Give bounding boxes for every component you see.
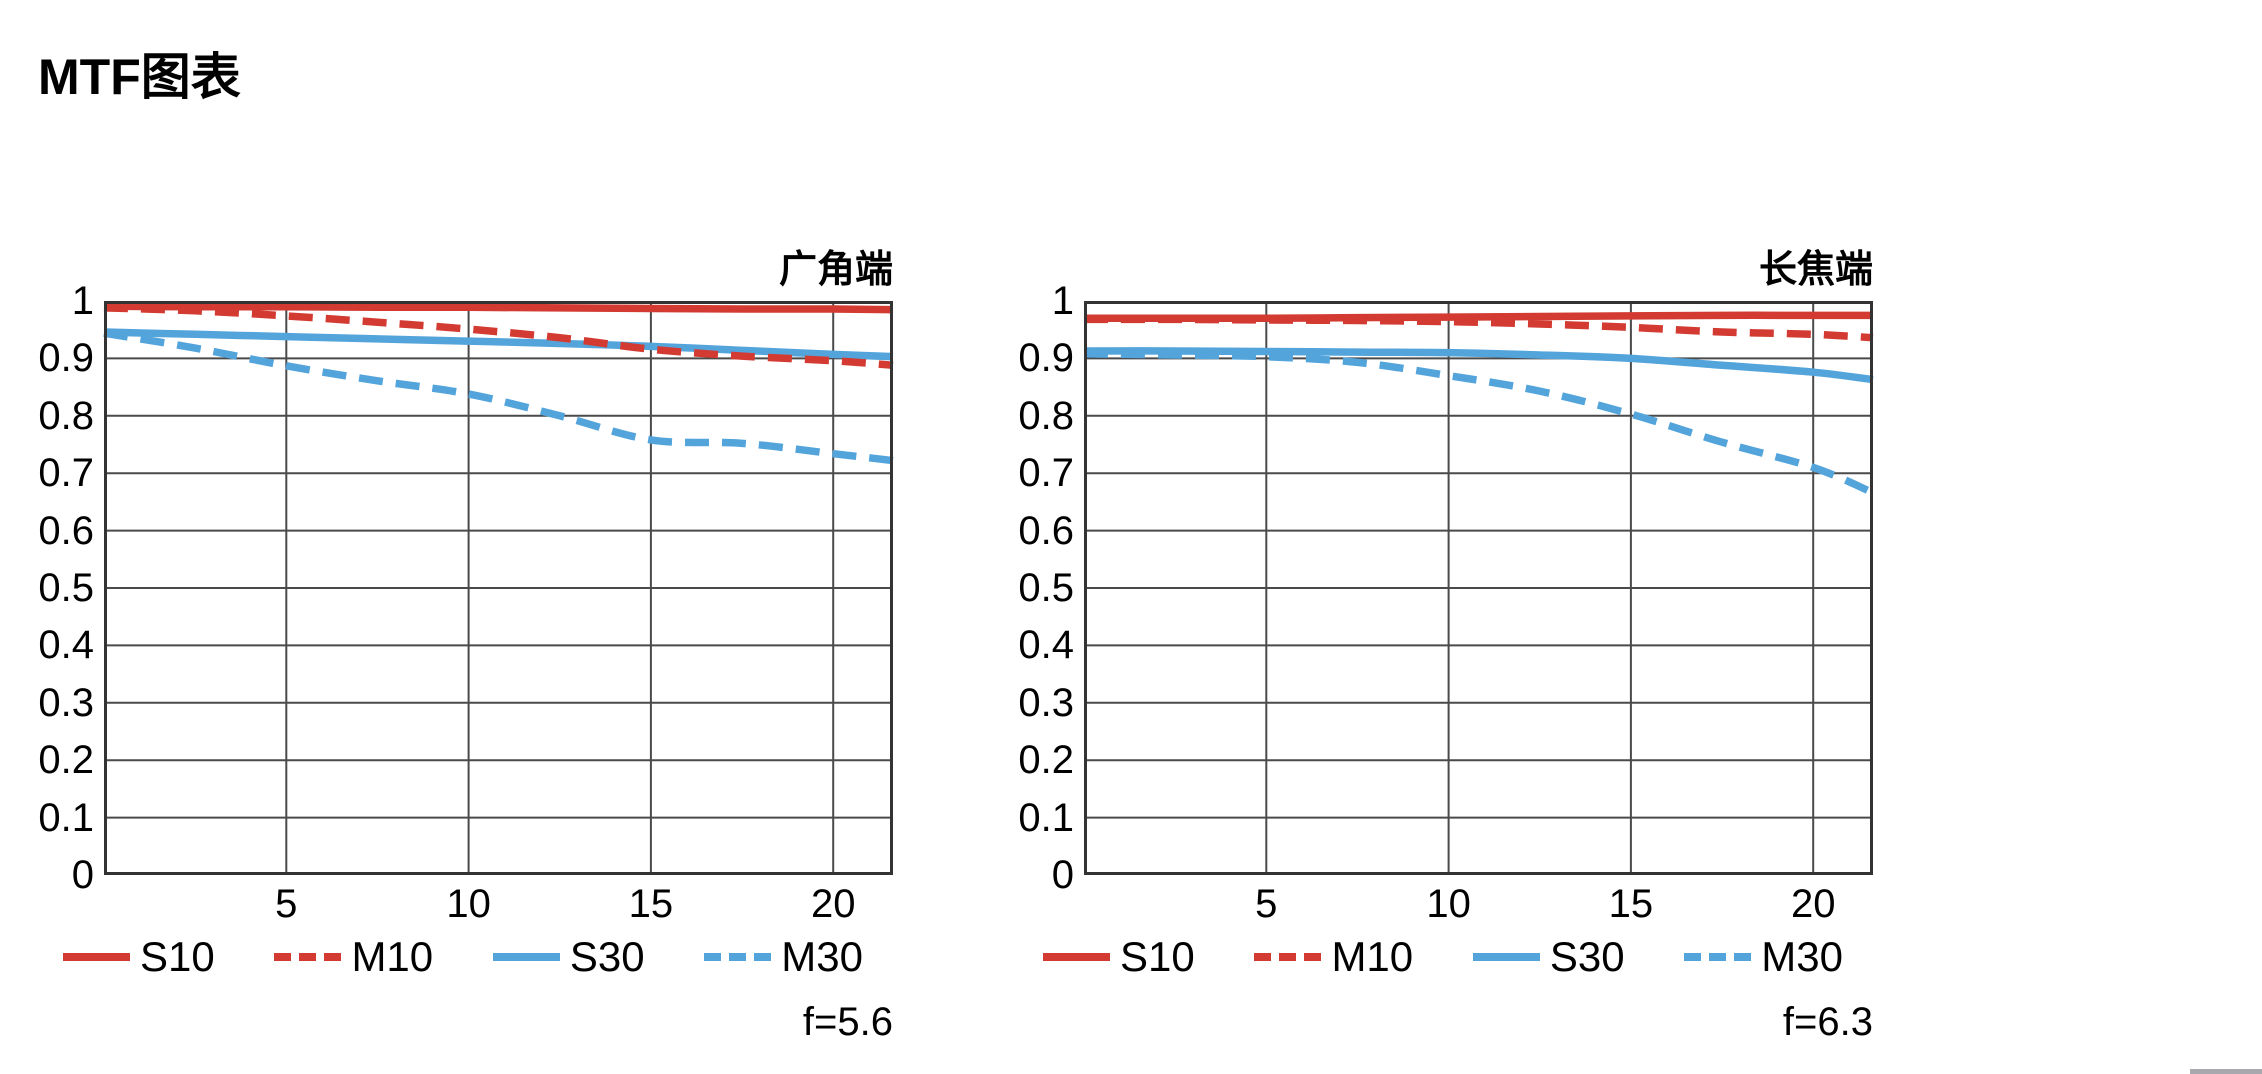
aperture-label: f=6.3 <box>1782 1000 1873 1044</box>
legend-label: S10 <box>140 933 215 980</box>
y-tick-label: 0.9 <box>38 336 94 381</box>
page-title: MTF图表 <box>38 48 241 105</box>
curve-S30 <box>103 328 894 361</box>
legend-label: M30 <box>1761 933 1843 980</box>
x-tick-label: 20 <box>810 882 856 926</box>
curve-S10 <box>103 302 894 314</box>
plot-border <box>104 301 893 875</box>
legend-swatch-S30 <box>492 953 560 961</box>
scrollbar-fragment <box>2190 1069 2262 1074</box>
curve-M30 <box>1083 350 1875 497</box>
y-tick-label: 0.5 <box>38 566 94 610</box>
y-tick-label: 0.4 <box>1018 623 1074 668</box>
mtf-plot-tele <box>1083 301 1875 875</box>
y-tick-label: 0.2 <box>1018 738 1074 783</box>
curve-S30 <box>1083 347 1874 384</box>
x-tick-label: 15 <box>628 882 674 926</box>
y-tick-label: 0.2 <box>38 738 94 783</box>
y-tick-label: 0 <box>1051 853 1074 897</box>
legend-label: S30 <box>569 933 645 980</box>
y-tick-label: 0.7 <box>38 451 94 496</box>
legend-item-M30: M30 <box>1684 936 1843 978</box>
chart-telephoto: 长焦端 1 0.9 0.8 0.7 0.6 0.5 0.4 0.3 0.2 0.1 0 5 10 15 2… <box>980 0 1960 1074</box>
legend-label: S10 <box>1120 933 1195 980</box>
curve-S10 <box>1084 311 1873 323</box>
y-tick-label: 0.1 <box>38 795 94 840</box>
legend-swatch-M30 <box>704 953 772 961</box>
legend-item-M30: M30 <box>704 936 863 978</box>
chart-wide-angle: 广角端 1 0.9 0.8 0.7 0.6 0.5 0.4 0.3 0.2 0.1 0 5 10 15 2… <box>0 0 980 1074</box>
y-tick-label: 0.3 <box>1018 680 1074 725</box>
legend-swatch-M30 <box>1684 953 1752 961</box>
y-tick-label: 0 <box>71 853 94 897</box>
legend-label: M30 <box>781 933 863 980</box>
y-tick-label: 0.4 <box>38 623 94 668</box>
chart-corner-label: 广角端 <box>778 249 893 291</box>
legend-swatch-M10 <box>274 953 342 961</box>
curve-M30 <box>103 329 894 465</box>
y-tick-label: 1 <box>71 279 94 323</box>
aperture-label: f=5.6 <box>802 1000 893 1044</box>
x-tick-label: 15 <box>1608 882 1654 926</box>
legend-item-S30: S30 <box>492 933 645 980</box>
y-tick-label: 0.6 <box>38 508 94 553</box>
curve-M10 <box>103 304 894 370</box>
y-tick-label: 0.9 <box>1018 336 1074 381</box>
legend-swatch-M10 <box>1254 953 1322 961</box>
mtf-plot-wide <box>103 301 894 875</box>
chart-corner-label: 长焦端 <box>1758 249 1873 291</box>
legend-item-M10: M10 <box>274 936 433 978</box>
y-tick-label: 0.5 <box>1018 566 1074 610</box>
y-tick-label: 0.1 <box>1018 795 1074 840</box>
x-tick-label: 10 <box>1426 882 1471 926</box>
legend-swatch-S30 <box>1472 953 1540 961</box>
legend-swatch-S10 <box>1043 953 1110 961</box>
y-tick-label: 0.3 <box>38 680 94 725</box>
x-tick-label: 10 <box>446 882 491 926</box>
legend-item-S10: S10 <box>63 936 215 978</box>
y-tick-label: 1 <box>1051 279 1074 323</box>
x-tick-label: 20 <box>1790 882 1836 926</box>
legend-swatch-S10 <box>63 953 130 961</box>
legend-item-S10: S10 <box>1043 936 1195 978</box>
y-tick-label: 0.7 <box>1018 451 1074 496</box>
legend-label: S30 <box>1549 933 1625 980</box>
legend-item-M10: M10 <box>1254 936 1413 978</box>
x-tick-label: 5 <box>275 882 298 926</box>
x-tick-label: 5 <box>1255 882 1278 926</box>
curve-M10 <box>1083 315 1874 342</box>
y-tick-label: 0.8 <box>38 393 94 438</box>
legend-item-S30: S30 <box>1472 933 1625 980</box>
plot-border <box>1084 301 1873 875</box>
y-tick-label: 0.8 <box>1018 393 1074 438</box>
chart-legend: S10 M10 S30 M30 <box>1043 932 1843 982</box>
legend-label: M10 <box>1331 933 1414 980</box>
legend-label: M10 <box>351 933 434 980</box>
y-tick-label: 0.6 <box>1018 508 1074 553</box>
chart-legend: S10 M10 S30 M30 <box>63 932 863 982</box>
